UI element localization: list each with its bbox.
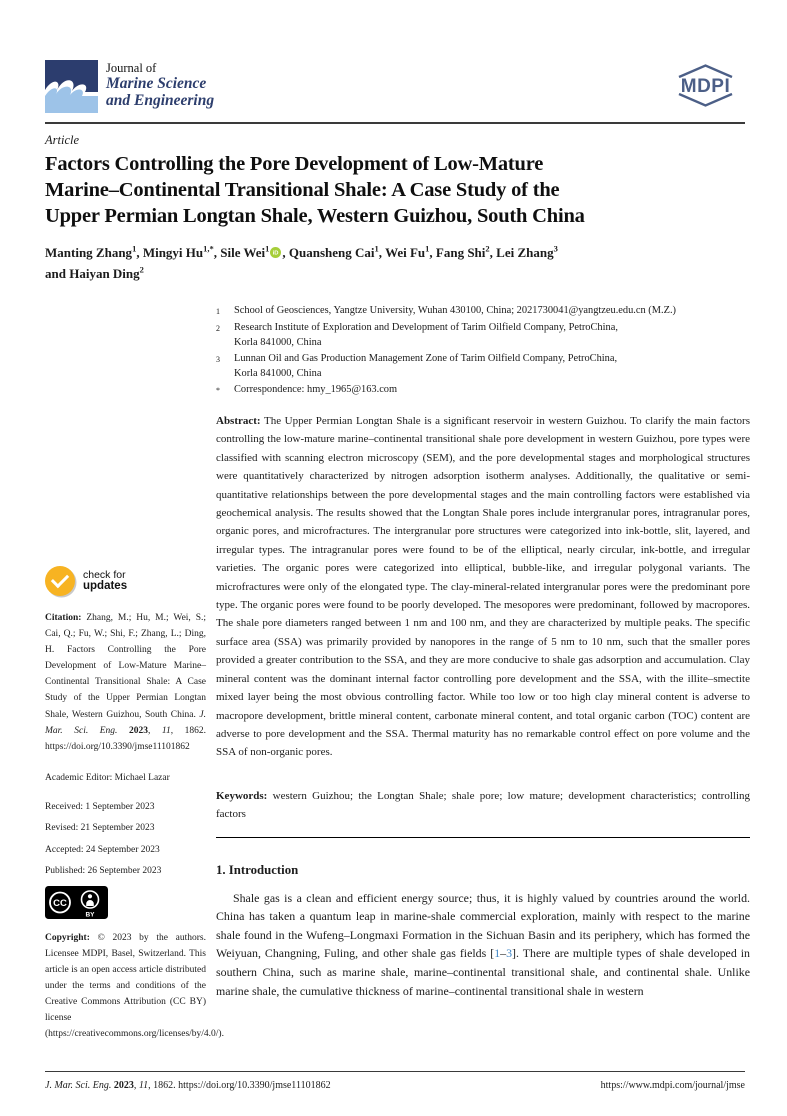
text-segment: , 1862. https://doi.org/10.3390/jmse1110…: [148, 1080, 331, 1091]
title-line: Upper Permian Longtan Shale, Western Gui…: [45, 205, 585, 227]
affiliation-item: * Correspondence: hmy_1965@163.com: [216, 382, 750, 399]
text-segment: 2023: [113, 1080, 134, 1091]
affiliation-text: Lunnan Oil and Gas Production Management…: [234, 352, 618, 380]
main-column: Abstract: The Upper Permian Longtan Shal…: [216, 412, 750, 1000]
section-heading-introduction: 1. Introduction: [216, 862, 299, 877]
text-segment: Zhang, M.; Hu, M.; Wei, S.; Cai, Q.; Fu,…: [45, 613, 207, 720]
journal-name-line1: Marine Science: [106, 75, 207, 92]
crossmark-line2: updates: [83, 580, 128, 592]
correspondence-text[interactable]: Correspondence: hmy_1965@163.com: [234, 383, 398, 395]
footer-citation[interactable]: J. Mar. Sci. Eng. 2023, 11, 1862. https:…: [45, 1080, 331, 1091]
header-divider: [45, 122, 745, 124]
revised-date: Revised: 21 September 2023: [45, 823, 155, 834]
copyright-note: Copyright: © 2023 by the authors. Licens…: [45, 930, 224, 1043]
citation-note: Citation: Zhang, M.; Hu, M.; Wei, S.; Ca…: [45, 610, 206, 755]
affiliation-item: 3 Lunnan Oil and Gas Production Manageme…: [216, 351, 750, 382]
footer-divider: [45, 1071, 745, 1072]
affiliation-item: 2 Research Institute of Exploration and …: [216, 320, 750, 351]
title-line: Factors Controlling the Pore Development…: [45, 153, 544, 175]
author: Quansheng Cai1,: [288, 243, 386, 260]
cc-icon: [49, 891, 71, 914]
text-segment: ,: [147, 725, 162, 736]
author: Lei Zhang3: [496, 243, 558, 260]
article-type-label: Article: [45, 133, 80, 147]
intro-paragraph: Shale gas is a clean and efficient energ…: [216, 889, 750, 1001]
mdpi-logo-text: MDPI: [681, 76, 731, 97]
cc-by-license-badge[interactable]: CC BY: [45, 885, 108, 919]
article-history: Received: 1 September 2023 Revised: 21 S…: [45, 800, 206, 879]
author: Mingyi Hu1,*,: [142, 243, 221, 260]
orcid-icon[interactable]: iD: [270, 247, 282, 258]
affiliation-list: 1 School of Geosciences, Yangtze Univers…: [216, 303, 750, 399]
title-line: Marine–Continental Transitional Shale: A…: [45, 179, 560, 201]
text-segment: ]. There are multiple types of shale dev…: [216, 946, 750, 998]
keywords-label: Keywords:: [216, 789, 268, 802]
svg-text:iD: iD: [273, 251, 279, 257]
author: Sile Wei1 iD,: [220, 243, 289, 260]
journal-name-line2: and Engineering: [106, 91, 215, 109]
check-icon: [45, 566, 75, 596]
text-segment: , 1862. https://doi.org/10.3390/jmse1110…: [45, 725, 206, 752]
footer-journal-url[interactable]: https://www.mdpi.com/journal/jmse: [600, 1080, 745, 1091]
text-segment: Shale gas is a clean and efficient energ…: [216, 890, 750, 961]
journal-title: Journal of Marine Science and Engineerin…: [106, 61, 214, 109]
author: Haiyan Ding2: [69, 264, 144, 281]
text-segment: –: [500, 946, 507, 961]
text-segment: J. Mar. Sci. Eng.: [45, 1080, 114, 1091]
keywords-divider: [216, 836, 750, 838]
sidebar: check for updates Citation: Zhang, M.; H…: [45, 566, 224, 1043]
author: Manting Zhang1,: [45, 243, 143, 260]
academic-editor-note: Academic Editor: Michael Lazar: [45, 772, 170, 783]
journal-logo-icon[interactable]: [45, 60, 98, 113]
page-title: Factors Controlling the Pore Development…: [45, 151, 753, 229]
abstract-label: Abstract:: [216, 415, 261, 427]
keywords-text: western Guizhou; the Longtan Shale; shal…: [216, 789, 751, 821]
accepted-date: Accepted: 24 September 2023: [45, 844, 160, 855]
crossmark-line1: check for: [83, 568, 126, 581]
text-segment: 11: [138, 1080, 149, 1091]
author-list: Manting Zhang1, Mingyi Hu1,*, Sile Wei1 i…: [45, 242, 750, 284]
footer: J. Mar. Sci. Eng. 2023, 11, 1862. https:…: [45, 1080, 745, 1091]
published-date: Published: 26 September 2023: [45, 866, 162, 877]
check-for-updates-badge[interactable]: check for updates: [45, 566, 206, 596]
reference-link[interactable]: 3: [506, 946, 513, 961]
svg-text:CC: CC: [53, 898, 67, 909]
author: Fang Shi2,: [435, 243, 497, 260]
svg-text:BY: BY: [85, 911, 95, 918]
author-line-1: Manting Zhang1, Mingyi Hu1,*, Sile Wei1 i…: [45, 242, 750, 263]
citation-label: Citation:: [45, 613, 82, 623]
abstract-text: The Upper Permian Longtan Shale is a sig…: [216, 415, 750, 759]
received-date: Received: 1 September 2023: [45, 801, 155, 812]
copyright-label: Copyright:: [45, 932, 90, 943]
copyright-text: © 2023 by the authors. Licensee MDPI, Ba…: [45, 932, 224, 1040]
affiliation-item: 1 School of Geosciences, Yangtze Univers…: [216, 303, 750, 320]
author-line-2: and Haiyan Ding2: [45, 264, 144, 281]
text-segment: 11: [161, 725, 171, 736]
text-segment: ,: [133, 1080, 139, 1091]
journal-prefix: Journal of: [106, 61, 157, 75]
text-segment: 2023: [128, 725, 148, 736]
mdpi-logo[interactable]: MDPI: [666, 62, 745, 109]
reference-link[interactable]: 1: [494, 946, 501, 961]
affiliation-text[interactable]: School of Geosciences, Yangtze Universit…: [234, 305, 677, 316]
keywords: Keywords: western Guizhou; the Longtan S…: [216, 787, 750, 824]
abstract: Abstract: The Upper Permian Longtan Shal…: [216, 412, 750, 762]
author: Wei Fu1,: [385, 243, 436, 260]
affiliation-text: Research Institute of Exploration and De…: [234, 321, 618, 349]
text-segment: J. Mar. Sci. Eng.: [45, 709, 206, 736]
person-icon: [80, 890, 100, 909]
